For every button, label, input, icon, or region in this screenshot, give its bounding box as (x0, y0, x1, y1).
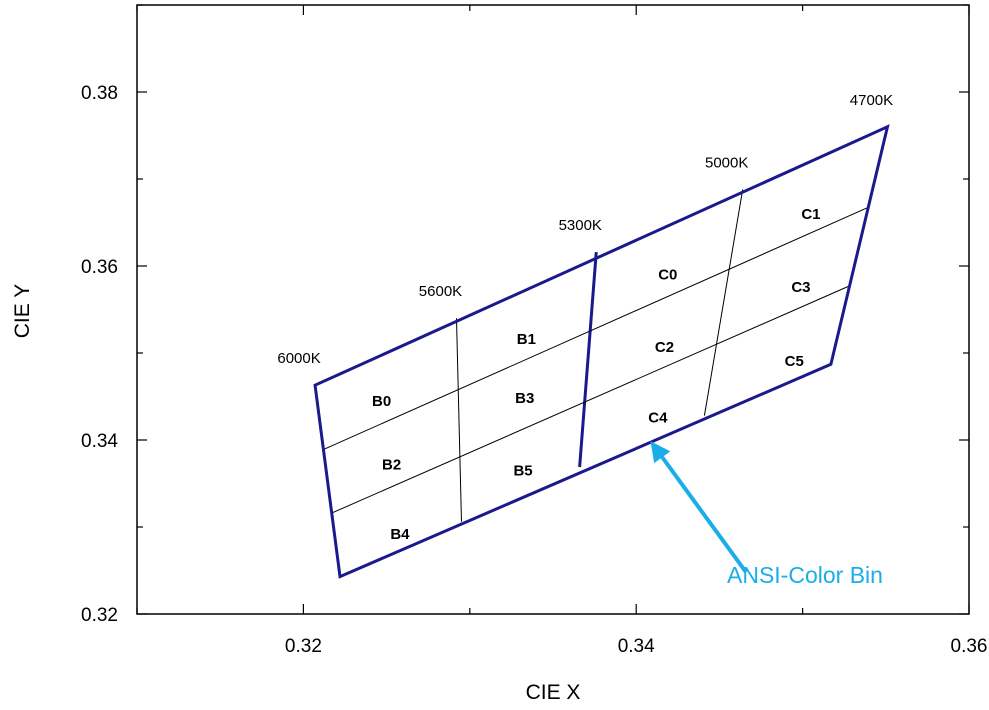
ansi-outline-polygon (313, 124, 890, 579)
cct-label: 5600K (419, 283, 462, 300)
bin-label: B0 (372, 393, 391, 410)
bin-divider-line (703, 189, 744, 416)
ansi-outline (313, 124, 890, 579)
x-tick-label: 0.34 (618, 636, 655, 657)
bin-labels: B0 B1 B2 B3 B4 B5 C0 C1 C2 C3 C4 C5 (372, 206, 820, 543)
cct-label: 5300K (559, 217, 602, 234)
bin-divider-line (331, 285, 850, 514)
bin-dividers (323, 189, 868, 522)
y-tick-label: 0.32 (81, 605, 118, 626)
bin-divider-line (455, 318, 462, 522)
y-tick-label: 0.34 (81, 431, 118, 452)
cct-label: 5000K (705, 154, 748, 171)
axis-ticks (136, 4, 970, 615)
cct-boundary-line (578, 251, 598, 468)
bin-label: B2 (382, 456, 401, 473)
bin-label: C0 (658, 267, 677, 284)
bin-divider-line (323, 207, 868, 451)
plot-frame (136, 4, 970, 615)
bin-label: C1 (801, 206, 820, 223)
bin-label: B3 (515, 390, 534, 407)
bin-label: B1 (517, 331, 536, 348)
y-axis-title: CIE Y (11, 284, 34, 338)
cct-label: 4700K (850, 92, 893, 109)
annotation: ANSI-Color Bin (650, 441, 883, 588)
tick-labels: 0.32 0.34 0.36 0.32 0.34 0.36 0.38 (81, 83, 987, 657)
x-axis-title: CIE X (526, 681, 581, 704)
bin-label: C5 (785, 353, 804, 370)
y-tick-label: 0.38 (81, 83, 118, 104)
bin-label: C3 (791, 279, 810, 296)
bin-label: B4 (390, 526, 410, 543)
y-tick-label: 0.36 (81, 257, 118, 278)
bin-label: C4 (648, 409, 668, 426)
bin-label: B5 (513, 462, 532, 479)
cct-labels: 6000K 5600K 5300K 5000K 4700K (277, 92, 893, 367)
cct-label: 6000K (277, 350, 320, 367)
annotation-arrow (650, 441, 748, 574)
annotation-text: ANSI-Color Bin (727, 562, 883, 588)
x-tick-label: 0.36 (951, 636, 988, 657)
x-tick-label: 0.32 (285, 636, 322, 657)
bin-label: C2 (655, 339, 674, 356)
